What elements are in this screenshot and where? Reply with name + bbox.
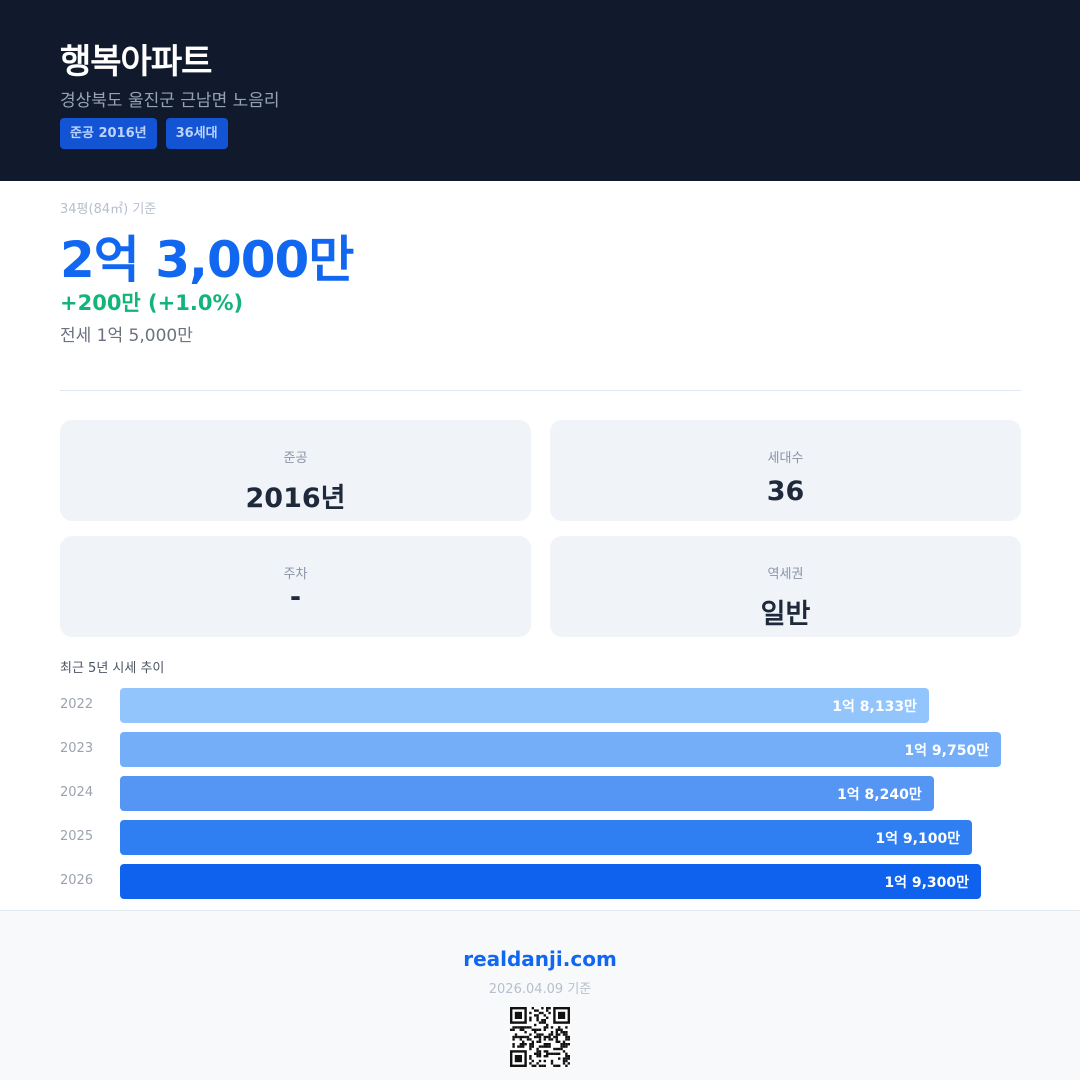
card-station: 역세권 일반 [550,536,1021,637]
trend-title: 최근 5년 시세 추이 [60,661,165,676]
card-parking: 주차 - [60,536,531,637]
card-value: 36 [766,476,805,507]
card-label: 주차 [283,567,308,582]
trend-row: 2026 1억 9,300만 [60,864,1020,899]
card-value: 2016년 [245,483,346,514]
site-link[interactable]: realdanji.com [463,947,617,971]
card-label: 세대수 [767,451,804,466]
trend-bar-label: 1억 8,240만 [837,787,922,803]
trend-row: 2023 1억 9,750만 [60,732,1020,767]
card-households: 세대수 36 [550,420,1021,521]
trend-year: 2024 [60,785,94,800]
price-basis: 34평(84㎡) 기준 [60,202,157,217]
apartment-title: 행복아파트 [60,42,212,82]
trend-year: 2025 [60,829,94,844]
trend-bar: 1억 8,133만 [120,688,929,723]
trend-row: 2025 1억 9,100만 [60,820,1020,855]
trend-bar-label: 1억 9,750만 [904,743,990,759]
badge-built-year: 준공 2016년 [60,118,157,149]
trend-bar: 1억 9,300만 [120,864,982,899]
card-value: - [289,582,302,613]
footer: realdanji.com 2026.04.09 기준 [0,910,1080,1080]
trend-year: 2023 [60,741,94,756]
badge-households: 36세대 [165,118,228,149]
qr-code-icon [510,1007,570,1067]
jeonse-price: 전세 1억 5,000만 [60,326,193,346]
card-label: 역세권 [767,567,804,582]
header: 행복아파트 경상북도 울진군 근남면 노음리 준공 2016년 36세대 [0,0,1080,181]
trend-year: 2026 [60,873,94,888]
trend-bar-label: 1억 9,100만 [875,831,961,847]
card-label: 준공 [283,451,308,466]
price-change: +200만 (+1.0%) [60,291,244,315]
sale-price: 2억 3,000만 [60,231,354,289]
trend-bar: 1억 9,100만 [120,820,973,855]
trend-bar-label: 1억 9,300만 [884,875,970,891]
trend-row: 2022 1억 8,133만 [60,688,1020,723]
card-built: 준공 2016년 [60,420,531,521]
trend-bar-label: 1억 8,133만 [832,699,917,715]
trend-year: 2022 [60,697,94,712]
trend-bar: 1억 9,750만 [120,732,1002,767]
trend-bar: 1억 8,240만 [120,776,934,811]
reference-date: 2026.04.09 기준 [488,982,592,997]
address: 경상북도 울진군 근남면 노음리 [60,91,280,111]
trend-row: 2024 1억 8,240만 [60,776,1020,811]
card-value: 일반 [760,599,811,630]
divider [60,390,1021,391]
